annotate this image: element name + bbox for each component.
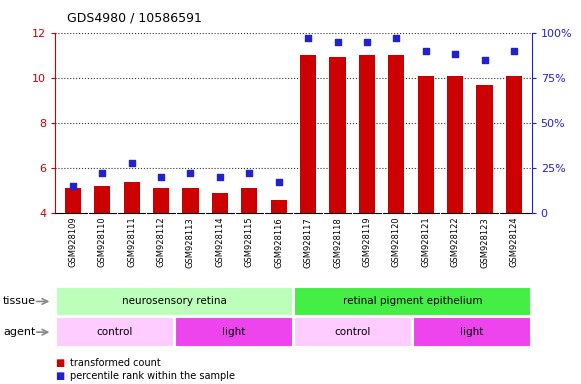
Point <box>245 170 254 177</box>
Bar <box>294 287 531 316</box>
Bar <box>175 318 293 347</box>
Point <box>392 35 401 41</box>
Bar <box>300 55 316 213</box>
Text: GSM928116: GSM928116 <box>274 217 283 268</box>
Bar <box>329 58 346 213</box>
Point <box>421 48 431 54</box>
Text: GSM928118: GSM928118 <box>333 217 342 268</box>
Bar <box>124 182 140 213</box>
Point <box>480 56 489 63</box>
Text: tissue: tissue <box>3 296 36 306</box>
Text: GSM928110: GSM928110 <box>98 217 107 267</box>
Text: GSM928122: GSM928122 <box>451 217 460 267</box>
Point <box>274 179 284 185</box>
Point <box>363 39 372 45</box>
Bar <box>271 200 287 213</box>
Text: GSM928121: GSM928121 <box>421 217 431 267</box>
Bar <box>153 188 169 213</box>
Text: GSM928115: GSM928115 <box>245 217 254 267</box>
Text: percentile rank within the sample: percentile rank within the sample <box>70 371 235 381</box>
Point <box>333 39 342 45</box>
Point <box>68 183 77 189</box>
Bar <box>212 193 228 213</box>
Text: GSM928117: GSM928117 <box>304 217 313 268</box>
Point <box>215 174 224 180</box>
Text: GSM928119: GSM928119 <box>363 217 371 267</box>
Text: retinal pigment epithelium: retinal pigment epithelium <box>343 296 482 306</box>
Text: GSM928113: GSM928113 <box>186 217 195 268</box>
Point <box>303 35 313 41</box>
Text: neurosensory retina: neurosensory retina <box>122 296 227 306</box>
Point <box>450 51 460 57</box>
Bar <box>388 55 404 213</box>
Bar <box>56 318 174 347</box>
Bar <box>447 76 463 213</box>
Text: agent: agent <box>3 327 35 337</box>
Bar <box>418 76 434 213</box>
Text: transformed count: transformed count <box>70 358 160 368</box>
Text: light: light <box>222 327 246 337</box>
Bar <box>476 84 493 213</box>
Point <box>127 159 137 166</box>
Bar <box>94 186 110 213</box>
Bar <box>359 55 375 213</box>
Text: GDS4980 / 10586591: GDS4980 / 10586591 <box>67 12 202 25</box>
Bar <box>56 287 293 316</box>
Point <box>98 170 107 177</box>
Bar <box>413 318 531 347</box>
Bar <box>64 188 81 213</box>
Text: GSM928123: GSM928123 <box>480 217 489 268</box>
Text: GSM928112: GSM928112 <box>156 217 166 267</box>
Bar <box>506 76 522 213</box>
Text: control: control <box>96 327 133 337</box>
Text: light: light <box>460 327 484 337</box>
Text: GSM928120: GSM928120 <box>392 217 401 267</box>
Point <box>156 174 166 180</box>
Text: ■: ■ <box>55 371 64 381</box>
Text: GSM928109: GSM928109 <box>69 217 77 267</box>
Point <box>186 170 195 177</box>
Text: GSM928124: GSM928124 <box>510 217 518 267</box>
Point <box>510 48 519 54</box>
Text: GSM928114: GSM928114 <box>216 217 224 267</box>
Text: GSM928111: GSM928111 <box>127 217 136 267</box>
Bar <box>182 188 199 213</box>
Text: control: control <box>335 327 371 337</box>
Bar <box>294 318 412 347</box>
Bar <box>241 188 257 213</box>
Text: ■: ■ <box>55 358 64 368</box>
